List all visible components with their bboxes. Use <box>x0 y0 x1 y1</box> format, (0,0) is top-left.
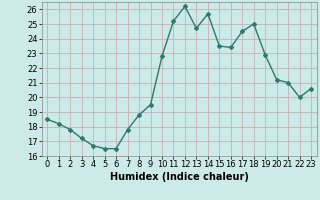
X-axis label: Humidex (Indice chaleur): Humidex (Indice chaleur) <box>110 172 249 182</box>
